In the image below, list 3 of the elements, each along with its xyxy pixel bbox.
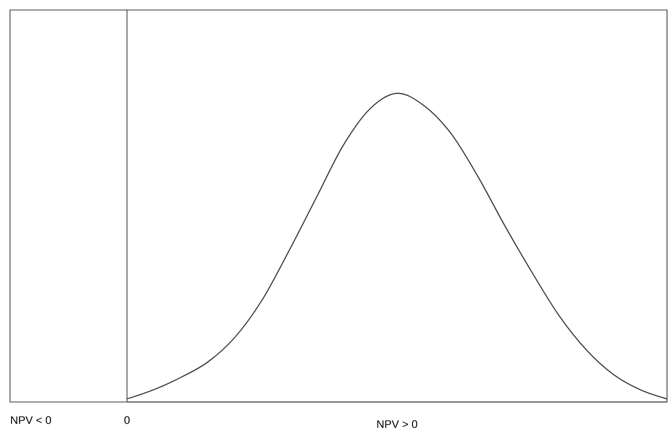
text: 0 xyxy=(124,416,130,424)
text: NPV > 0 xyxy=(377,420,418,428)
text: NPV < 0 xyxy=(11,416,52,424)
